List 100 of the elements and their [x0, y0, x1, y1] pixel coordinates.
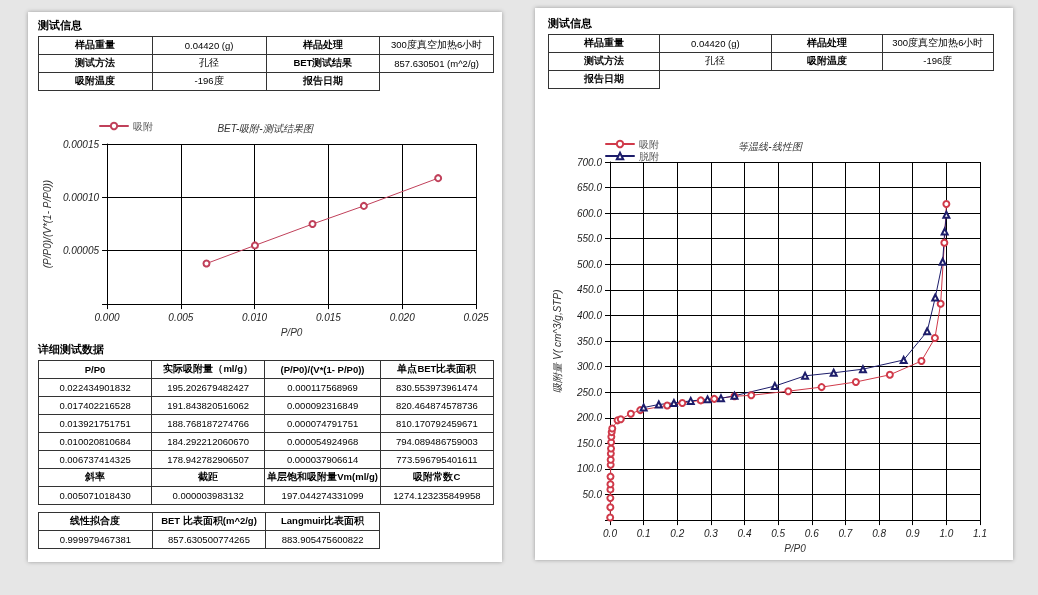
- text: 测试方法: [549, 53, 661, 71]
- y-tick-label: 0.00010: [62, 191, 100, 203]
- text: 斜率: [39, 469, 153, 487]
- text: 300度真空加热6小时: [380, 37, 494, 55]
- text: BET 比表面积(m^2/g): [152, 513, 267, 531]
- text: 0.006737414325: [39, 451, 153, 469]
- legend-label: 脱附: [639, 150, 659, 162]
- text: 吸附温度: [771, 53, 883, 71]
- x-tick-label: 0.6: [804, 527, 820, 539]
- legend-label: 吸附: [133, 120, 153, 132]
- y-tick-label: 100.0: [576, 463, 603, 475]
- text: 195.202679482427: [152, 379, 266, 397]
- text: 830.553973961474: [380, 379, 494, 397]
- text: 0.000054924968: [265, 433, 381, 451]
- text: 截距: [152, 469, 266, 487]
- text: 样品重量: [39, 37, 153, 55]
- text: 0.04420 (g): [660, 35, 772, 53]
- text: 0.04420 (g): [152, 37, 267, 55]
- y-tick-label: 250.0: [575, 386, 603, 398]
- text: 样品处理: [771, 35, 883, 53]
- y-axis-title: 吸附量 V( cm^3/g,STP): [551, 289, 563, 393]
- y-tick-label: 600.0: [576, 207, 603, 219]
- y-tick-label: 50.0: [582, 489, 603, 501]
- text: 810.170792459671: [380, 415, 494, 433]
- x-tick-label: 0.005: [168, 311, 194, 323]
- text: 0.017402216528: [39, 397, 153, 415]
- y-tick-label: 500.0: [576, 258, 603, 270]
- x-tick-label: 0.020: [389, 311, 416, 323]
- text: 0.010020810684: [39, 433, 153, 451]
- y-axis-title: (P/P0)/(V*(1- P/P0)): [41, 179, 53, 269]
- x-tick-label: 0.010: [242, 311, 268, 323]
- text: 0.000092316849: [265, 397, 381, 415]
- text: 857.630501 (m^2/g): [380, 55, 494, 73]
- text: 794.089486759003: [380, 433, 494, 451]
- text: -196度: [882, 53, 994, 71]
- text: 孔径: [660, 53, 772, 71]
- text: 测试信息: [38, 18, 83, 33]
- chart-title: BET-吸附-测试结果图: [217, 122, 314, 134]
- x-tick-label: 0.0: [603, 527, 618, 539]
- text: 线性拟合度: [39, 513, 153, 531]
- text: 样品重量: [549, 35, 661, 53]
- x-tick-label: 0.015: [315, 311, 342, 323]
- text: 0.000117568969: [265, 379, 381, 397]
- text: Langmuir比表面积: [266, 513, 380, 531]
- chart-title: 等温线-线性图: [738, 140, 803, 152]
- x-tick-label: 0.1: [636, 527, 651, 539]
- text: 0.022434901832: [39, 379, 153, 397]
- text: 孔径: [152, 55, 267, 73]
- text: 报告日期: [549, 71, 661, 89]
- text: 0.013921751751: [39, 415, 153, 433]
- text: 0.005071018430: [39, 487, 153, 505]
- x-tick-label: 0.4: [737, 527, 752, 539]
- x-tick-label: 0.9: [905, 527, 921, 539]
- x-tick-label: 0.000: [94, 311, 120, 323]
- x-tick-label: 0.025: [463, 311, 489, 323]
- text: 1274.123235849958: [380, 487, 494, 505]
- text: 测试信息: [548, 16, 593, 31]
- text: (P/P0)/(V*(1- P/P0)): [265, 361, 381, 379]
- text: 单层饱和吸附量Vm(ml/g): [265, 469, 381, 487]
- x-tick-label: 0.5: [771, 527, 786, 539]
- x-axis-title: P/P0: [784, 542, 807, 554]
- text: 188.768187274766: [152, 415, 266, 433]
- text: P/P0: [39, 361, 153, 379]
- text: 0.999979467381: [39, 531, 153, 549]
- text: 197.044274331099: [265, 487, 381, 505]
- text: 178.942782906507: [152, 451, 266, 469]
- y-tick-label: 150.0: [576, 437, 603, 449]
- text: 883.905475600822: [266, 531, 380, 549]
- x-tick-label: 1.0: [939, 527, 954, 539]
- x-tick-label: 1.1: [973, 527, 987, 539]
- text: 857.630500774265: [152, 531, 267, 549]
- text: 184.292212060670: [152, 433, 266, 451]
- text: 191.843820516062: [152, 397, 266, 415]
- y-tick-label: 300.0: [576, 361, 603, 373]
- x-tick-label: 0.3: [703, 527, 719, 539]
- y-tick-label: 700.0: [576, 156, 603, 168]
- text: 0.000037906614: [265, 451, 381, 469]
- text: 吸附温度: [39, 73, 153, 91]
- text: 300度真空加热6小时: [882, 35, 994, 53]
- y-tick-label: 650.0: [576, 182, 603, 194]
- text: 报告日期: [266, 73, 381, 91]
- text: 0.000074791751: [265, 415, 381, 433]
- x-axis-title: P/P0: [280, 326, 303, 338]
- text: 吸附常数C: [380, 469, 494, 487]
- x-tick-label: 0.8: [872, 527, 887, 539]
- x-tick-label: 0.2: [670, 527, 685, 539]
- text: 820.464874578736: [380, 397, 494, 415]
- text: 详细测试数据: [38, 342, 105, 357]
- y-tick-label: 0.00005: [62, 245, 100, 257]
- y-tick-label: 0.00015: [62, 138, 100, 150]
- text: BET测试结果: [266, 55, 381, 73]
- text: 773.596795401611: [380, 451, 494, 469]
- y-tick-label: 400.0: [576, 309, 603, 321]
- x-tick-label: 0.7: [838, 527, 853, 539]
- text: 测试方法: [39, 55, 153, 73]
- text: 样品处理: [266, 37, 381, 55]
- y-tick-label: 200.0: [575, 412, 603, 424]
- legend-label: 吸附: [639, 138, 659, 150]
- text: 单点BET比表面积: [380, 361, 494, 379]
- text: 0.000003983132: [152, 487, 266, 505]
